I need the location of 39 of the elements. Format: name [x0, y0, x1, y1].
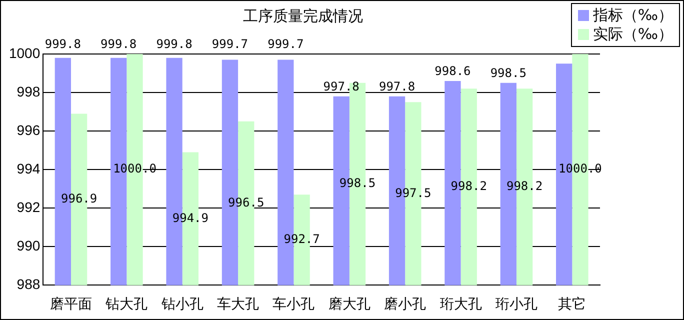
data-label: 998.6: [434, 64, 471, 78]
x-tick-label: 车小孔: [272, 295, 315, 312]
x-tick-label: 其它: [558, 295, 586, 312]
data-label: 999.8: [156, 37, 192, 52]
data-label: 998.5: [490, 66, 526, 80]
data-label: 992.7: [284, 232, 320, 246]
y-tick-label: 990: [16, 238, 40, 254]
y-tick-label: 996: [16, 122, 40, 138]
data-label: 998.5: [339, 176, 376, 190]
data-label: 998.2: [506, 179, 543, 194]
x-tick-label: 磨小孔: [384, 295, 426, 312]
chart-title: 工序质量完成情况: [243, 8, 363, 26]
y-tick-label: 992: [16, 198, 40, 215]
legend-label: 指标（‰）: [592, 6, 673, 25]
data-label: 998.2: [450, 179, 487, 194]
y-tick-label: 994: [16, 160, 40, 176]
x-tick-label: 钻小孔: [160, 295, 204, 312]
data-label: 997.5: [395, 186, 432, 200]
x-tick-label: 磨大孔: [328, 295, 370, 312]
data-label: 999.8: [100, 37, 137, 52]
legend-label: 实际（‰）: [592, 25, 673, 44]
x-tick-label: 钻大孔: [104, 295, 148, 312]
y-tick-label: 1000: [8, 44, 40, 61]
x-tick-label: 磨平面: [50, 295, 92, 312]
data-label: 997.8: [323, 80, 360, 94]
data-label: 999.8: [44, 37, 81, 52]
data-label: 994.9: [172, 210, 208, 225]
y-tick-label: 988: [16, 276, 40, 292]
data-label: 996.5: [228, 195, 264, 210]
data-label: 1000.0: [558, 162, 602, 176]
x-tick-label: 珩大孔: [440, 295, 482, 312]
data-label: 996.9: [61, 192, 98, 206]
data-label: 999.7: [268, 37, 304, 52]
x-tick-label: 车大孔: [217, 295, 260, 312]
data-label: 997.8: [378, 80, 416, 94]
data-label: 1000.0: [113, 162, 156, 176]
data-label: 999.7: [212, 37, 248, 52]
x-tick-label: 珩小孔: [495, 295, 538, 312]
y-tick-label: 998: [16, 83, 40, 100]
